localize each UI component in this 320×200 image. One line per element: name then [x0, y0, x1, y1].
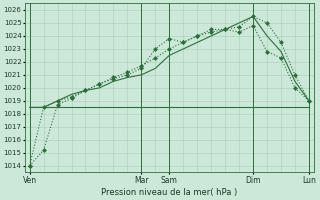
X-axis label: Pression niveau de la mer( hPa ): Pression niveau de la mer( hPa ) [101, 188, 237, 197]
